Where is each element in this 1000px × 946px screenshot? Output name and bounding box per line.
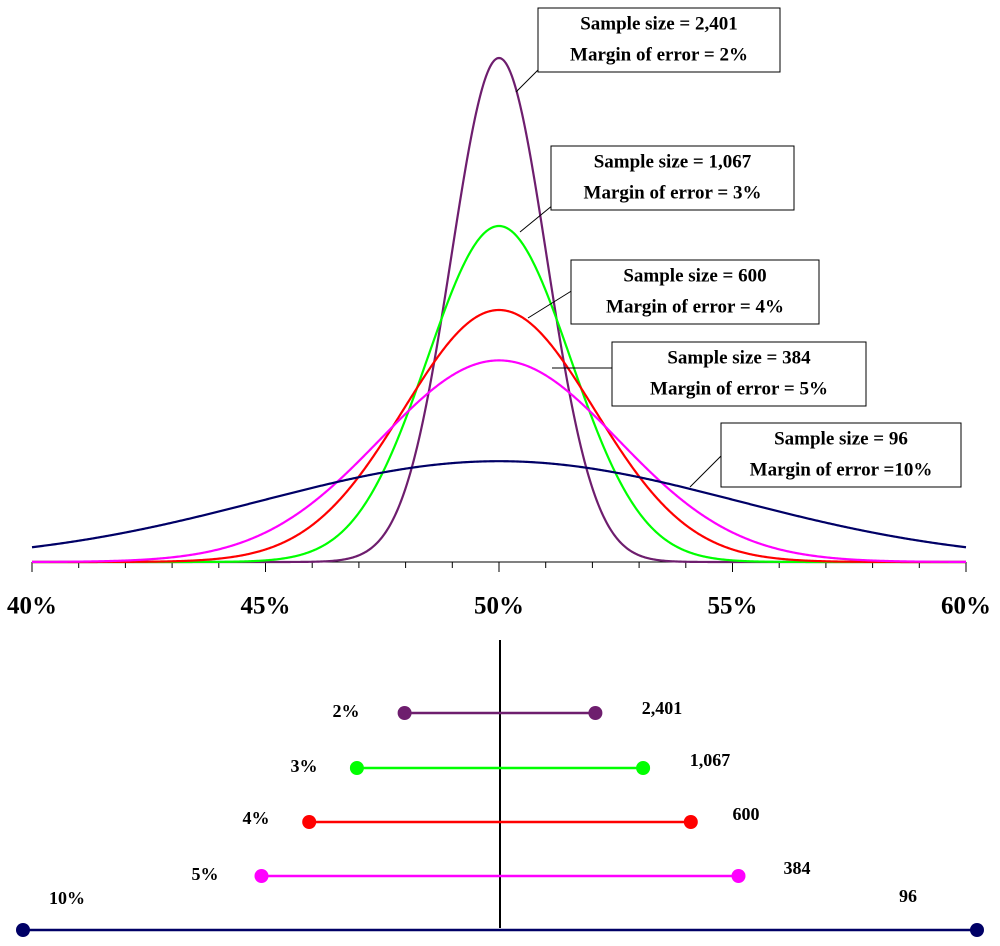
margin-label: 3%: [291, 756, 318, 776]
interval-end: [302, 815, 317, 829]
margin-label: 2%: [333, 701, 360, 721]
margin-label: 10%: [49, 888, 85, 908]
sample-size-label: 384: [784, 858, 811, 878]
annotation-box: [537, 7, 781, 73]
density-curve: [31, 359, 967, 564]
annotation-margin: Margin of error = 4%: [606, 296, 784, 317]
density-curve: [32, 224, 966, 564]
x-tick-label: 40%: [7, 593, 57, 620]
interval-end: [254, 869, 269, 883]
leader-line: [689, 454, 723, 488]
annotation-margin: Margin of error = 5%: [650, 378, 828, 399]
annotation-margin: Margin of error = 3%: [584, 182, 762, 203]
leader-line: [527, 289, 574, 319]
annotation-sample: Sample size = 96: [774, 428, 908, 449]
interval-end: [16, 923, 30, 937]
annotation-margin: Margin of error = 2%: [570, 44, 748, 65]
annotation-box: [720, 422, 962, 488]
leader-line: [515, 67, 541, 93]
annotation-box: [570, 259, 820, 325]
sample-size-label: 2,401: [642, 698, 683, 718]
interval-end: [970, 923, 984, 937]
density-curve: [31, 460, 967, 549]
sample-size-label: 96: [899, 886, 917, 906]
annotation-sample: Sample size = 600: [623, 265, 766, 286]
interval-end: [683, 815, 698, 829]
x-tick-label: 45%: [241, 593, 291, 620]
interval-end: [636, 761, 651, 775]
annotation-sample: Sample size = 1,067: [594, 151, 752, 172]
interval-end: [731, 869, 746, 883]
annotation-sample: Sample size = 2,401: [580, 13, 738, 34]
leader-line: [519, 204, 554, 233]
margin-label: 5%: [192, 864, 219, 884]
density-curve: [32, 308, 966, 564]
annotation-box: [611, 341, 867, 407]
annotation-sample: Sample size = 384: [667, 347, 811, 368]
x-tick-label: 60%: [941, 593, 991, 620]
annotation-margin: Margin of error =10%: [750, 459, 933, 480]
interval-end: [588, 706, 603, 720]
x-tick-label: 55%: [708, 593, 758, 620]
interval-end: [349, 761, 364, 775]
interval-end: [397, 706, 412, 720]
x-tick-label: 50%: [474, 593, 524, 620]
margin-label: 4%: [243, 808, 270, 828]
sample-size-label: 1,067: [690, 750, 731, 770]
sample-size-label: 600: [733, 804, 760, 824]
annotation-box: [550, 145, 795, 211]
